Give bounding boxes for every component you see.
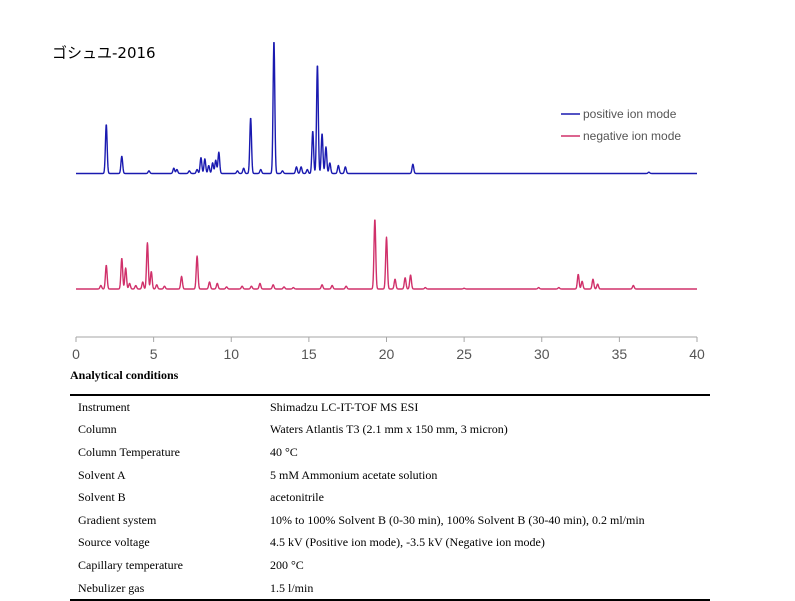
table-row: Nebulizer gas 1.5 l/min [70, 577, 710, 601]
series-layer [75, 41, 698, 290]
condition-label: Gradient system [78, 512, 157, 527]
legend: positive ion mode negative ion mode [561, 107, 681, 143]
condition-label: Capillary temperature [78, 557, 183, 572]
x-tick-label: 25 [456, 346, 472, 362]
condition-label: Solvent B [78, 490, 126, 505]
condition-label: Solvent A [78, 467, 126, 482]
table-row: Gradient system 10% to 100% Solvent B (0-… [70, 509, 710, 532]
condition-value: 200 °C [270, 557, 304, 572]
table-row: Column Temperature 40 °C [70, 441, 710, 464]
x-tick-label: 0 [72, 346, 80, 362]
chart-title: ゴシュユ-2016 [52, 44, 156, 62]
series-line-positive [75, 41, 698, 175]
condition-label: Instrument [78, 399, 130, 414]
x-tick-label: 30 [534, 346, 550, 362]
conditions-table: Instrument Shimadzu LC-IT-TOF MS ESI Colu… [70, 394, 710, 601]
x-tick-label: 10 [223, 346, 239, 362]
condition-label: Column [78, 422, 117, 437]
x-tick-label: 40 [689, 346, 705, 362]
table-row: Source voltage 4.5 kV (Positive ion mode)… [70, 532, 710, 555]
table-row: Solvent B acetonitrile [70, 486, 710, 509]
condition-value: 40 °C [270, 444, 298, 459]
condition-label: Nebulizer gas [78, 580, 145, 595]
condition-value: Waters Atlantis T3 (2.1 mm x 150 mm, 3 m… [270, 422, 508, 437]
legend-label: negative ion mode [583, 129, 681, 143]
condition-label: Source voltage [78, 535, 150, 550]
condition-value: acetonitrile [270, 490, 324, 505]
table-row: Solvent A 5 mM Ammonium acetate solution [70, 464, 710, 487]
x-tick-label: 35 [612, 346, 628, 362]
x-tick-label: 5 [150, 346, 158, 362]
x-tick-label: 15 [301, 346, 317, 362]
x-tick-label: 20 [379, 346, 395, 362]
table-row: Column Waters Atlantis T3 (2.1 mm x 150 m… [70, 419, 710, 442]
x-axis: 0 5 10 15 20 25 30 35 40 [72, 336, 705, 362]
legend-label: positive ion mode [583, 107, 677, 121]
condition-value: Shimadzu LC-IT-TOF MS ESI [270, 399, 419, 414]
condition-value: 1.5 l/min [270, 580, 314, 595]
table-row: Instrument Shimadzu LC-IT-TOF MS ESI [70, 395, 710, 419]
chromatogram-chart: 0 5 10 15 20 25 30 35 40 positive ion mode negati… [72, 41, 705, 362]
table-row: Capillary temperature 200 °C [70, 554, 710, 577]
series-line-negative [75, 219, 698, 290]
condition-value: 10% to 100% Solvent B (0-30 min), 100% S… [270, 512, 645, 527]
condition-value: 5 mM Ammonium acetate solution [270, 467, 438, 482]
condition-value: 4.5 kV (Positive ion mode), -3.5 kV (Neg… [270, 535, 545, 550]
conditions-heading: Analytical conditions [70, 368, 179, 382]
condition-label: Column Temperature [78, 444, 180, 459]
